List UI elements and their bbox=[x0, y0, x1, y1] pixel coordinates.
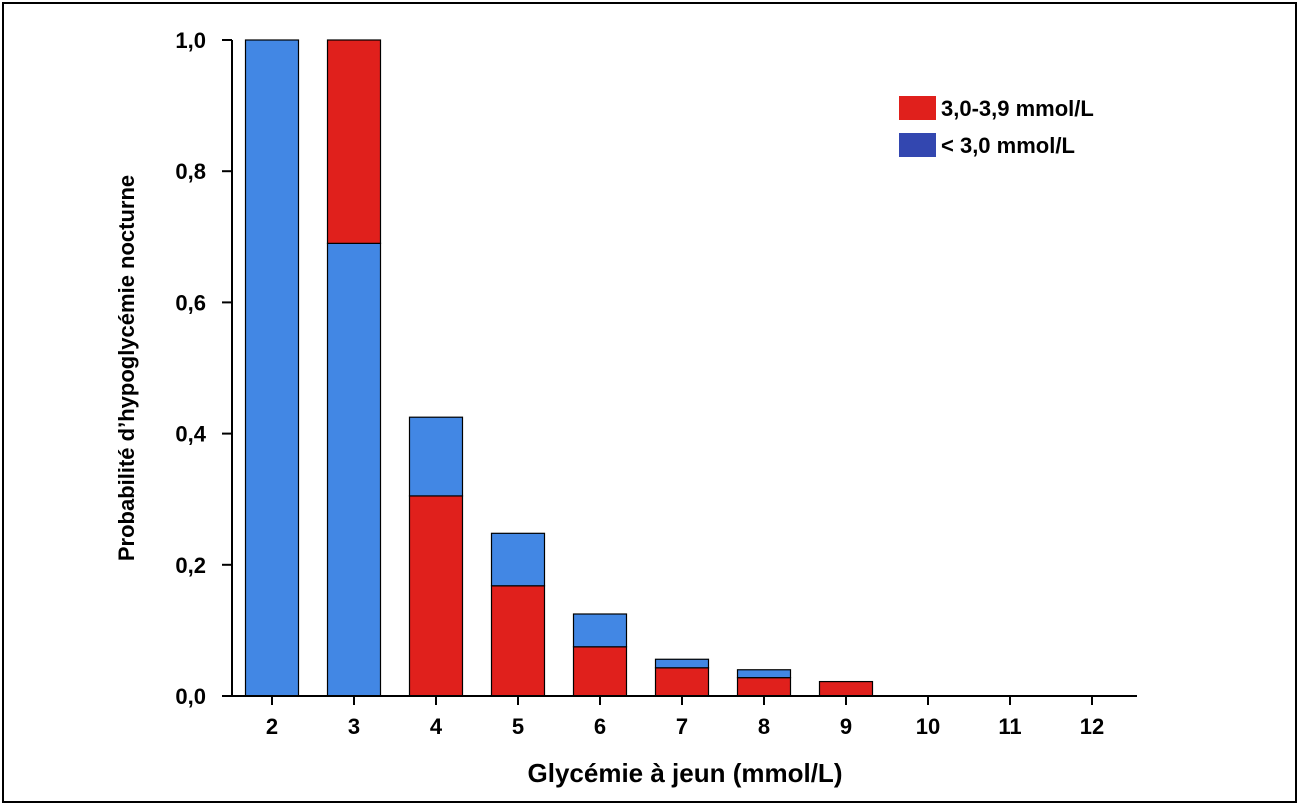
bar-segment bbox=[572, 646, 628, 697]
x-tick-label: 2 bbox=[266, 714, 278, 739]
x-tick-label: 10 bbox=[916, 714, 940, 739]
x-tick-label: 7 bbox=[676, 714, 688, 739]
y-tick-label: 0,8 bbox=[175, 159, 206, 184]
bar-segment bbox=[572, 613, 628, 648]
bar-segment bbox=[736, 677, 792, 697]
y-axis-label: Probabilité d’hypoglycémie nocturne bbox=[114, 175, 139, 561]
bar-segment bbox=[490, 585, 546, 697]
x-ticks-group: 2 3 4 5 6 7 8 9 10 11 12 bbox=[266, 696, 1104, 739]
legend-label: 3,0-3,9 mmol/L bbox=[941, 96, 1094, 121]
bar-segment bbox=[736, 669, 792, 679]
x-tick-label: 12 bbox=[1080, 714, 1104, 739]
bar-segment bbox=[326, 39, 382, 244]
x-tick-label: 11 bbox=[998, 714, 1021, 739]
axes-group bbox=[231, 40, 1137, 697]
bar-segment bbox=[408, 416, 464, 497]
bar-segment bbox=[244, 39, 300, 697]
y-tick-label: 0,2 bbox=[175, 553, 206, 578]
x-tick-label: 8 bbox=[758, 714, 770, 739]
legend-label: < 3,0 mmol/L bbox=[941, 133, 1075, 158]
x-axis-label: Glycémie à jeun (mmol/L) bbox=[528, 758, 843, 788]
y-tick-label: 0,0 bbox=[175, 684, 206, 709]
legend-swatch bbox=[899, 96, 936, 120]
x-tick-label: 6 bbox=[594, 714, 606, 739]
x-tick-label: 9 bbox=[840, 714, 852, 739]
bar-segment bbox=[408, 495, 464, 697]
bars-group bbox=[244, 39, 874, 697]
y-tick-label: 1,0 bbox=[175, 28, 206, 53]
x-tick-label: 4 bbox=[430, 714, 443, 739]
bar-segment bbox=[818, 680, 874, 697]
y-tick-label: 0,6 bbox=[175, 290, 206, 315]
bar-segment bbox=[490, 532, 546, 587]
bar-segment bbox=[654, 667, 710, 697]
bar-segment bbox=[326, 242, 382, 697]
legend-swatch bbox=[899, 133, 936, 157]
bar-segment bbox=[654, 658, 710, 669]
y-ticks-group: 0,0 0,2 0,4 0,6 0,8 1,0 bbox=[175, 28, 232, 709]
x-tick-label: 3 bbox=[348, 714, 360, 739]
y-tick-label: 0,4 bbox=[175, 422, 206, 447]
x-tick-label: 5 bbox=[512, 714, 524, 739]
legend: 3,0-3,9 mmol/L < 3,0 mmol/L bbox=[899, 96, 1094, 158]
